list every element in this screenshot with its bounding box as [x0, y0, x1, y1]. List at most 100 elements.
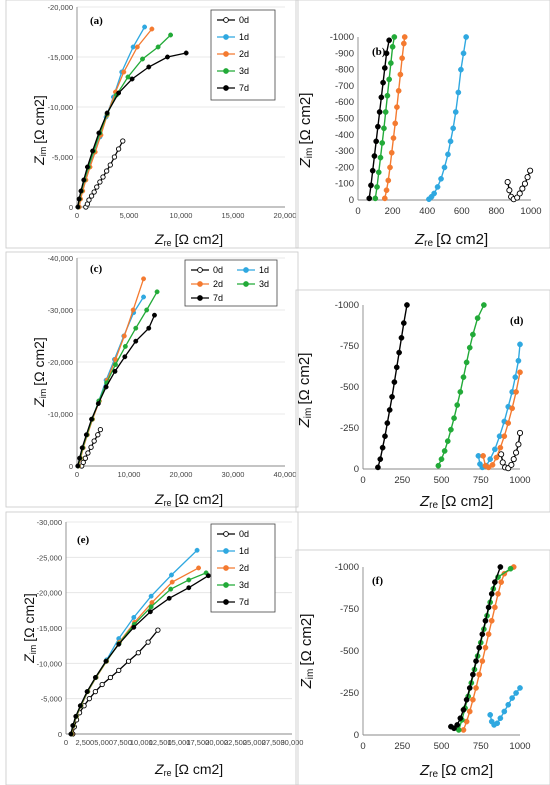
- data-point-0d: [99, 681, 105, 688]
- y-axis-subscript: im: [28, 645, 38, 655]
- y-axis-label: Zim [Ω cm2]: [31, 95, 48, 166]
- x-tick-label: 0: [75, 211, 79, 220]
- data-point-7d: [375, 464, 381, 471]
- plot-area: [75, 276, 160, 469]
- y-axis-unit: [Ω cm2]: [21, 593, 37, 642]
- y-tick-label: -10,000: [48, 410, 73, 419]
- x-axis-label: Zre [Ω cm2]: [154, 761, 223, 778]
- x-axis-label: Zre [Ω cm2]: [419, 493, 493, 511]
- y-axis-label: Zim [Ω cm2]: [296, 353, 314, 429]
- data-point-1d: [501, 708, 508, 715]
- x-tick-label: 400: [419, 206, 435, 217]
- data-point-3d: [140, 56, 145, 62]
- legend-marker: [243, 267, 249, 273]
- legend-marker: [243, 281, 249, 287]
- data-point-1d: [463, 34, 469, 40]
- data-point-2d: [390, 135, 397, 141]
- data-point-0d: [86, 197, 92, 203]
- panel-frame: [5, 251, 299, 508]
- data-point-7d: [457, 715, 464, 722]
- legend-marker: [223, 51, 229, 57]
- data-point-7d: [147, 609, 153, 615]
- data-point-3d: [125, 74, 131, 80]
- x-axis-symbol: Z: [154, 491, 164, 507]
- data-point-0d: [94, 184, 100, 190]
- data-point-7d: [104, 110, 110, 116]
- data-point-2d: [495, 591, 501, 597]
- panel-label: (d): [510, 315, 524, 327]
- data-point-0d: [521, 180, 528, 187]
- data-point-7d: [466, 685, 473, 691]
- panel-c: 0 -10,000 -20,000 -30,000 -40,000 0 10,000 20,0…: [5, 251, 299, 508]
- data-point-0d: [519, 185, 526, 192]
- data-point-1d: [434, 184, 441, 190]
- legend-label: 3d: [259, 279, 269, 289]
- data-point-3d: [460, 374, 467, 381]
- data-point-0d: [88, 193, 95, 199]
- y-tick-label: 0: [349, 195, 354, 206]
- data-point-2d: [463, 718, 470, 725]
- x-tick-label: 5,000: [94, 738, 113, 747]
- data-point-7d: [386, 407, 393, 413]
- data-point-1d: [515, 357, 522, 364]
- data-point-3d: [377, 154, 384, 161]
- data-point-2d: [509, 405, 516, 412]
- data-point-2d: [492, 604, 498, 611]
- data-point-2d: [399, 55, 405, 62]
- panel-frame: [295, 549, 550, 785]
- data-point-1d: [505, 701, 512, 708]
- data-point-2d: [482, 644, 489, 651]
- y-tick-label: -25,000: [37, 553, 62, 562]
- data-point-1d: [445, 151, 451, 158]
- data-point-3d: [384, 92, 391, 99]
- data-point-1d: [517, 685, 523, 691]
- data-point-2d: [498, 579, 505, 585]
- y-axis-symbol: Z: [31, 398, 47, 408]
- data-point-7d: [165, 54, 170, 60]
- data-point-2d: [488, 617, 495, 624]
- y-tick-label: -250: [340, 688, 359, 699]
- data-point-7d: [76, 196, 82, 202]
- y-axis-symbol: Z: [296, 417, 313, 428]
- data-point-0d: [515, 441, 522, 448]
- y-axis-label: Zim [Ω cm2]: [297, 93, 315, 169]
- x-tick-label: 800: [488, 206, 504, 217]
- x-tick-label: 600: [454, 206, 470, 217]
- y-axis-subscript: im: [305, 669, 316, 680]
- y-tick-label: 0: [354, 730, 359, 741]
- y-tick-label: -20,000: [48, 3, 73, 12]
- data-point-1d: [517, 341, 523, 348]
- data-point-7d: [92, 675, 98, 680]
- legend-label: 0d: [239, 15, 249, 25]
- data-point-1d: [496, 433, 503, 440]
- x-tick-label: 22,500: [224, 738, 247, 747]
- data-point-7d: [454, 722, 461, 728]
- data-point-2d: [121, 333, 127, 339]
- data-point-0d: [91, 438, 97, 444]
- y-tick-label: -10,000: [37, 659, 62, 668]
- data-point-7d: [400, 320, 407, 326]
- data-point-7d: [116, 90, 122, 96]
- data-point-7d: [122, 354, 128, 360]
- series-line-1d: [71, 549, 198, 735]
- data-point-3d: [382, 109, 389, 115]
- y-tick-label: -700: [335, 81, 354, 92]
- data-point-1d: [142, 24, 148, 30]
- data-point-2d: [497, 444, 504, 451]
- data-point-1d: [494, 720, 501, 727]
- data-point-7d: [70, 723, 76, 728]
- data-point-1d: [450, 125, 456, 132]
- data-point-0d: [97, 426, 104, 433]
- x-tick-label: 250: [394, 741, 410, 752]
- series-line-2d: [78, 28, 153, 208]
- data-point-0d: [499, 459, 506, 466]
- series-line-7d: [77, 314, 156, 467]
- data-point-2d: [517, 369, 523, 376]
- data-point-3d: [372, 195, 379, 202]
- data-point-1d: [441, 164, 448, 171]
- data-point-1d: [458, 66, 464, 73]
- legend-label: 7d: [213, 293, 223, 303]
- x-tick-label: 0: [75, 470, 79, 479]
- data-point-3d: [435, 462, 442, 469]
- y-tick-label: -400: [335, 130, 354, 141]
